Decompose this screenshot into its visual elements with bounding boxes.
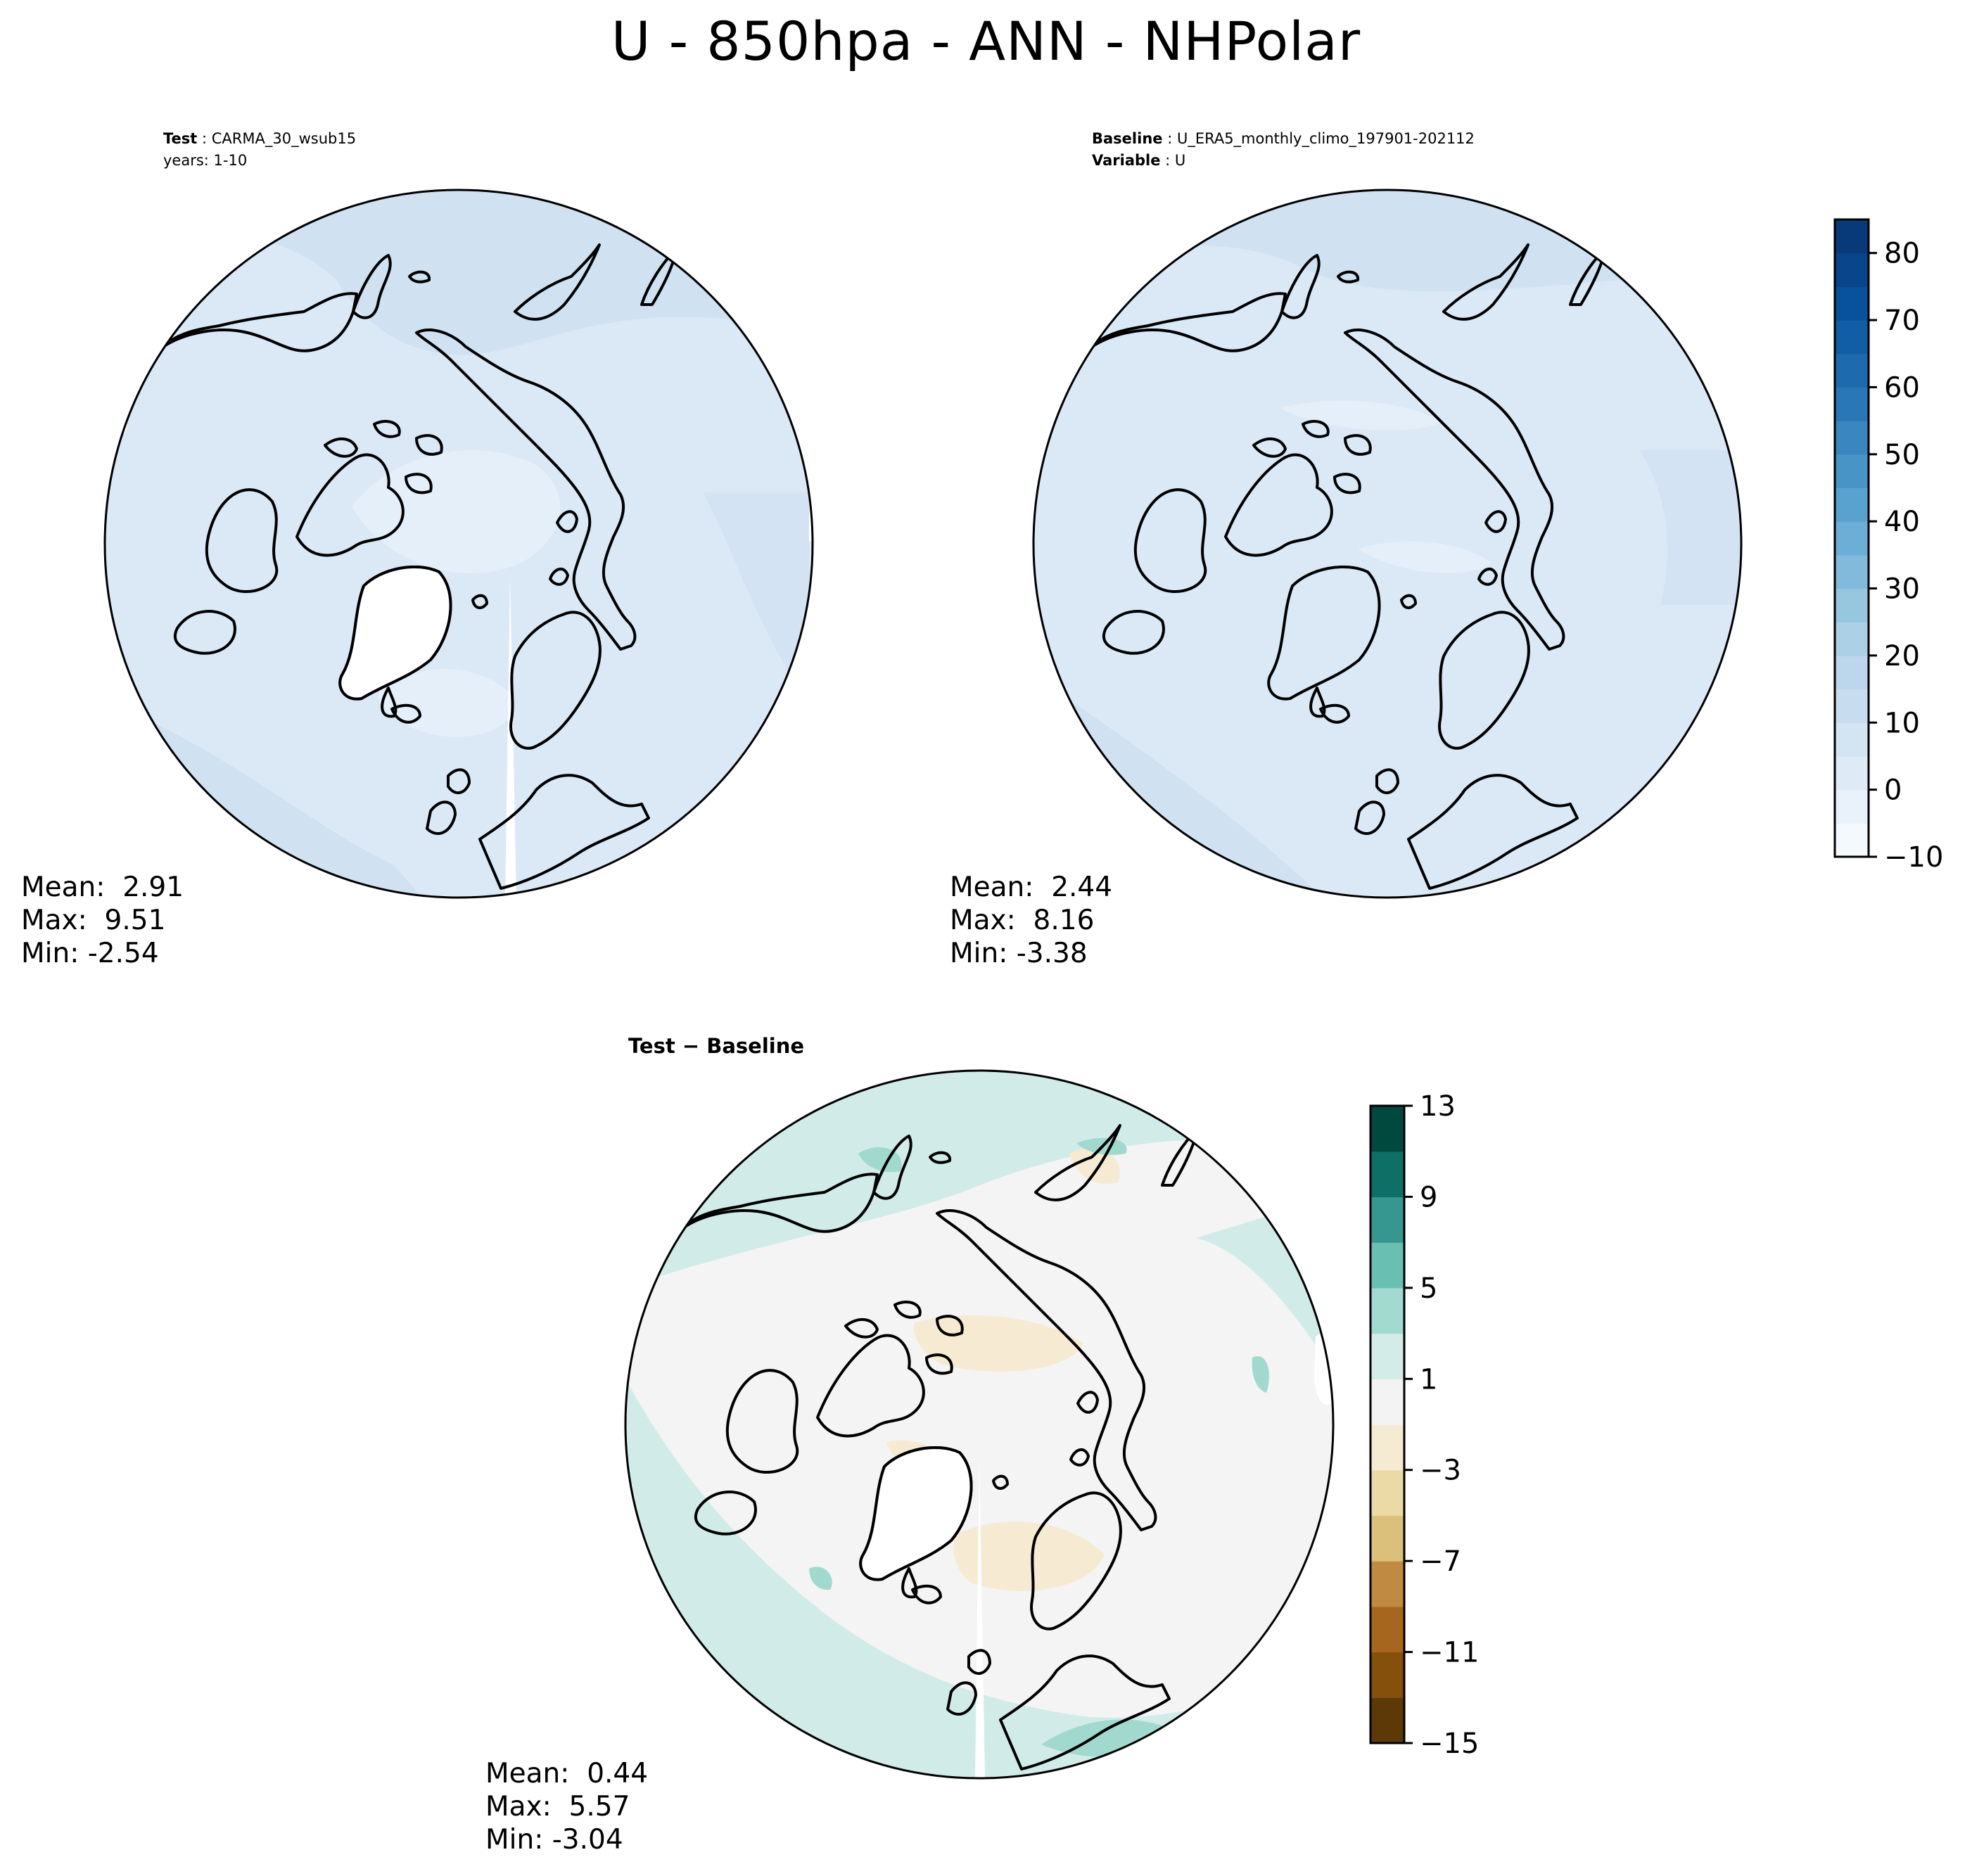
baseline-variable-value: U	[1174, 152, 1186, 169]
baseline-label-value: U_ERA5_monthly_climo_197901-202112	[1176, 130, 1475, 147]
colorbar-diff-tick-label: −11	[1420, 1637, 1479, 1669]
baseline-variable-key: Variable	[1092, 152, 1161, 169]
colorbar-main-swatch	[1835, 622, 1869, 656]
colorbar-main-tick-label: 60	[1884, 371, 1920, 404]
baseline-label-key: Baseline	[1092, 130, 1163, 147]
colorbar-main-swatch	[1835, 454, 1869, 489]
diff-stats: Mean: 0.44 Max: 5.57 Min: -3.04	[485, 1757, 648, 1856]
baseline-min: Min: -3.38	[950, 938, 1088, 969]
colorbar-diff-tick-label: 5	[1420, 1272, 1437, 1305]
test-mean: Mean: 2.91	[21, 872, 184, 903]
colorbar-diff-swatch	[1370, 1469, 1404, 1517]
diff-mean: Mean: 0.44	[485, 1758, 649, 1789]
colorbar-main-swatch	[1835, 521, 1869, 556]
colorbar-main-swatch	[1835, 722, 1869, 757]
baseline-stats: Mean: 2.44 Max: 8.16 Min: -3.38	[950, 871, 1112, 970]
colorbar-diff-swatch	[1370, 1197, 1404, 1243]
colorbar-diff-swatch	[1370, 1652, 1404, 1698]
colorbar-diff-swatch	[1370, 1333, 1404, 1379]
test-map	[103, 189, 814, 899]
colorbar-main-swatch	[1835, 789, 1869, 824]
diff-map	[624, 1069, 1335, 1780]
diff-max: Max: 5.57	[485, 1791, 630, 1823]
baseline-meta: Baseline : U_ERA5_monthly_climo_197901-2…	[1092, 128, 1475, 172]
colorbar-main-swatch	[1835, 253, 1869, 287]
colorbar-main-swatch	[1835, 554, 1869, 589]
colorbar-main-tick-label: 70	[1884, 305, 1920, 337]
colorbar-main-tick-label: 0	[1884, 774, 1902, 807]
test-label-value: CARMA_30_wsub15	[211, 130, 357, 147]
test-min: Min: -2.54	[21, 938, 159, 969]
colorbar-main-swatch	[1835, 487, 1869, 522]
colorbar-main: −10 0 10 20 30 40 50 60 70 80	[1833, 218, 1943, 874]
colorbar-main-swatch	[1835, 286, 1869, 321]
test-stats: Mean: 2.91 Max: 9.51 Min: -2.54	[21, 871, 184, 970]
test-label: Test : CARMA_30_wsub15	[163, 130, 357, 147]
colorbar-main-tick-label: 10	[1884, 707, 1920, 739]
colorbar-main-frame	[1833, 218, 1870, 858]
colorbar-diff-swatch	[1370, 1242, 1404, 1289]
colorbar-diff-swatch	[1370, 1106, 1404, 1152]
colorbar-main-swatch	[1835, 387, 1869, 421]
test-years: years: 1-10	[163, 152, 248, 169]
diff-min: Min: -3.04	[485, 1824, 623, 1856]
baseline-variable: Variable : U	[1092, 152, 1186, 169]
colorbar-diff-swatch	[1370, 1151, 1404, 1198]
colorbar-diff-tick-label: −15	[1420, 1728, 1479, 1760]
test-max: Max: 9.51	[21, 905, 166, 936]
colorbar-diff: −15 −11 −7 −3 1 5 9 13	[1369, 1090, 1479, 1760]
test-label-key: Test	[163, 130, 198, 147]
colorbar-diff-swatch	[1370, 1697, 1404, 1744]
colorbar-diff-swatch	[1370, 1287, 1404, 1334]
colorbar-main-tick-label: −10	[1884, 841, 1943, 874]
colorbar-diff-tick-label: 13	[1420, 1090, 1456, 1123]
baseline-map	[1032, 189, 1743, 899]
colorbar-diff-frame	[1369, 1104, 1406, 1744]
colorbar-main-tick-label: 30	[1884, 573, 1920, 606]
colorbar-main-swatch	[1835, 755, 1869, 791]
baseline-label: Baseline : U_ERA5_monthly_climo_197901-2…	[1092, 130, 1475, 147]
colorbar-diff-tick-label: −3	[1420, 1455, 1461, 1487]
colorbar-diff-swatch	[1370, 1561, 1404, 1607]
colorbar-main-swatch	[1835, 689, 1869, 723]
diff-title: Test − Baseline	[628, 1034, 805, 1058]
colorbar-main-swatch	[1835, 219, 1869, 254]
colorbar-main-swatch	[1835, 421, 1869, 455]
colorbar-diff-tick-label: −7	[1420, 1545, 1461, 1578]
baseline-max: Max: 8.16	[950, 905, 1095, 936]
colorbar-main-swatch	[1835, 588, 1869, 623]
colorbar-main-tick-label: 20	[1884, 640, 1920, 672]
colorbar-main-swatch	[1835, 823, 1869, 857]
baseline-map-border	[1032, 189, 1743, 899]
test-map-border	[103, 189, 814, 899]
diff-map-border	[624, 1069, 1335, 1780]
colorbar-main-swatch	[1835, 320, 1869, 355]
figure-title: U - 850hpa - ANN - NHPolar	[611, 10, 1361, 72]
colorbar-main-swatch	[1835, 655, 1869, 690]
colorbar-diff-swatch	[1370, 1515, 1404, 1562]
colorbar-diff-swatch	[1370, 1379, 1404, 1425]
colorbar-diff-swatch	[1370, 1606, 1404, 1653]
colorbar-main-tick-label: 40	[1884, 506, 1920, 538]
colorbar-main-swatch	[1835, 353, 1869, 388]
colorbar-diff-tick-label: 9	[1420, 1181, 1437, 1213]
colorbar-main-tick-label: 80	[1884, 238, 1920, 270]
test-meta: Test : CARMA_30_wsub15 years: 1-10	[163, 128, 356, 172]
colorbar-diff-swatch	[1370, 1424, 1404, 1471]
colorbar-main-tick-label: 50	[1884, 439, 1920, 471]
baseline-mean: Mean: 2.44	[950, 872, 1113, 903]
colorbar-diff-tick-label: 1	[1420, 1363, 1437, 1396]
